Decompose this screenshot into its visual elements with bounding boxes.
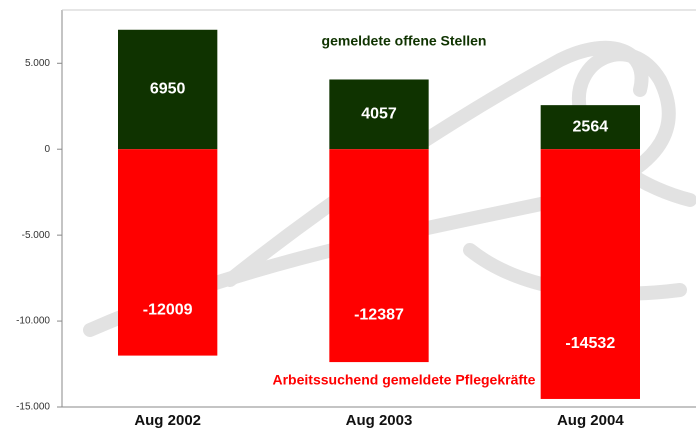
x-tick-label: Aug 2003: [346, 412, 413, 429]
bar: [329, 149, 429, 363]
bar: [118, 149, 218, 356]
x-tick-label: Aug 2004: [557, 412, 624, 429]
bar: [540, 105, 640, 150]
bar: [540, 149, 640, 399]
data-label: -12009: [143, 301, 193, 318]
y-tick-label: -15.000: [16, 402, 50, 413]
data-label: 4057: [361, 106, 397, 123]
data-label: 6950: [150, 81, 186, 98]
bar: [118, 29, 218, 150]
x-tick-label: Aug 2002: [134, 412, 201, 429]
y-tick-label: -10.000: [16, 316, 50, 327]
data-label: -14532: [565, 335, 615, 352]
series-label: Arbeitssuchend gemeldete Pflegekräfte: [273, 372, 536, 388]
y-tick-label: -5.000: [22, 230, 51, 241]
series-label: gemeldete offene Stellen: [322, 33, 487, 49]
data-label: 2564: [573, 118, 609, 135]
y-tick-label: 5.000: [25, 58, 50, 69]
bar: [329, 79, 429, 150]
data-label: -12387: [354, 306, 404, 323]
y-tick-label: 0: [44, 144, 50, 155]
